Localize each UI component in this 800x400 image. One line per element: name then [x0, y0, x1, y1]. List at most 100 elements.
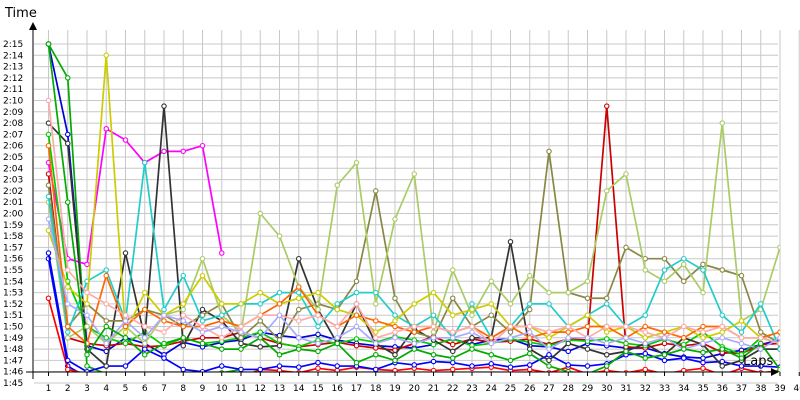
- data-point: [777, 366, 780, 372]
- data-point: [738, 355, 745, 361]
- data-point: [372, 329, 379, 335]
- data-point: [719, 329, 725, 335]
- data-point: [180, 318, 187, 324]
- data-point: [584, 346, 591, 352]
- data-point: [334, 182, 340, 189]
- data-point: [450, 366, 456, 372]
- x-tick-label: 22: [447, 384, 458, 394]
- data-point: [488, 335, 494, 341]
- data-point: [449, 267, 456, 273]
- data-point: [546, 148, 552, 155]
- y-tick-label: 1:46: [3, 368, 23, 378]
- data-point: [449, 341, 456, 348]
- data-point: [295, 364, 302, 370]
- data-point: [565, 289, 571, 296]
- data-point: [103, 318, 110, 324]
- data-point: [777, 346, 780, 352]
- data-point: [45, 142, 52, 149]
- data-point: [257, 318, 263, 324]
- data-point: [238, 301, 244, 307]
- data-point: [65, 75, 71, 81]
- data-point: [430, 351, 437, 358]
- x-tick-label: 6: [142, 384, 148, 394]
- x-tick-label: 23: [466, 384, 477, 394]
- data-point: [719, 120, 725, 126]
- data-point: [700, 340, 706, 347]
- data-point: [219, 346, 225, 352]
- data-point: [180, 148, 187, 155]
- data-point: [546, 363, 552, 369]
- data-point: [199, 255, 206, 262]
- data-point: [738, 335, 745, 341]
- data-point: [584, 312, 591, 318]
- data-point: [738, 318, 745, 324]
- data-point: [584, 323, 591, 330]
- data-point: [642, 267, 648, 273]
- data-point: [488, 351, 494, 358]
- data-point: [411, 323, 417, 330]
- y-tick-label: 2:10: [3, 97, 23, 107]
- data-point: [122, 363, 129, 369]
- y-tick-label: 1:53: [3, 289, 23, 299]
- data-point: [469, 329, 475, 335]
- x-tick-label: 25: [505, 384, 516, 394]
- data-point: [623, 340, 629, 347]
- data-point: [700, 355, 706, 361]
- y-tick-label: 2:13: [3, 63, 23, 73]
- data-point: [315, 359, 321, 366]
- data-point: [103, 335, 110, 341]
- x-tick-label: 31: [620, 384, 631, 394]
- x-tick-label: 33: [659, 384, 670, 394]
- data-point: [565, 348, 571, 355]
- series-line: [47, 150, 780, 345]
- data-point: [84, 363, 90, 369]
- data-point: [680, 341, 687, 348]
- data-point: [526, 362, 533, 368]
- data-point: [65, 357, 71, 364]
- data-point: [642, 340, 648, 347]
- data-point: [257, 301, 263, 307]
- data-point: [469, 363, 475, 369]
- data-point: [507, 239, 514, 245]
- data-point: [642, 312, 648, 318]
- data-point: [392, 323, 398, 330]
- y-tick-label: 2:07: [3, 130, 23, 140]
- data-point: [180, 366, 186, 372]
- data-point: [392, 367, 398, 372]
- data-point: [372, 335, 379, 341]
- data-point: [161, 312, 167, 318]
- data-point: [142, 346, 148, 352]
- data-point: [680, 335, 687, 341]
- y-tick-label: 1:49: [3, 334, 23, 344]
- series-line: [47, 43, 780, 372]
- data-point: [488, 312, 494, 318]
- data-point: [449, 329, 456, 335]
- y-axis-title: Time: [4, 6, 37, 21]
- data-point: [219, 335, 225, 341]
- data-point: [315, 306, 321, 313]
- data-point: [199, 142, 206, 149]
- data-point: [411, 301, 417, 307]
- data-point: [276, 337, 283, 343]
- data-point: [411, 329, 417, 335]
- data-point: [65, 131, 71, 138]
- data-point: [546, 289, 552, 296]
- data-point: [392, 351, 398, 358]
- x-tick-label: 24: [486, 384, 498, 394]
- data-point: [372, 318, 379, 324]
- data-point: [180, 306, 187, 313]
- series-line: [47, 43, 242, 372]
- data-point: [65, 366, 71, 372]
- data-point: [219, 363, 225, 369]
- data-point: [680, 346, 687, 352]
- data-point: [353, 289, 360, 296]
- x-tick-label: 19: [389, 384, 401, 394]
- data-point: [469, 335, 475, 341]
- data-point: [257, 344, 263, 350]
- x-axis-title: Laps: [743, 354, 773, 369]
- data-point: [738, 340, 745, 347]
- data-point: [719, 346, 725, 352]
- data-point: [334, 301, 340, 307]
- data-point: [565, 323, 571, 330]
- data-point: [84, 312, 90, 318]
